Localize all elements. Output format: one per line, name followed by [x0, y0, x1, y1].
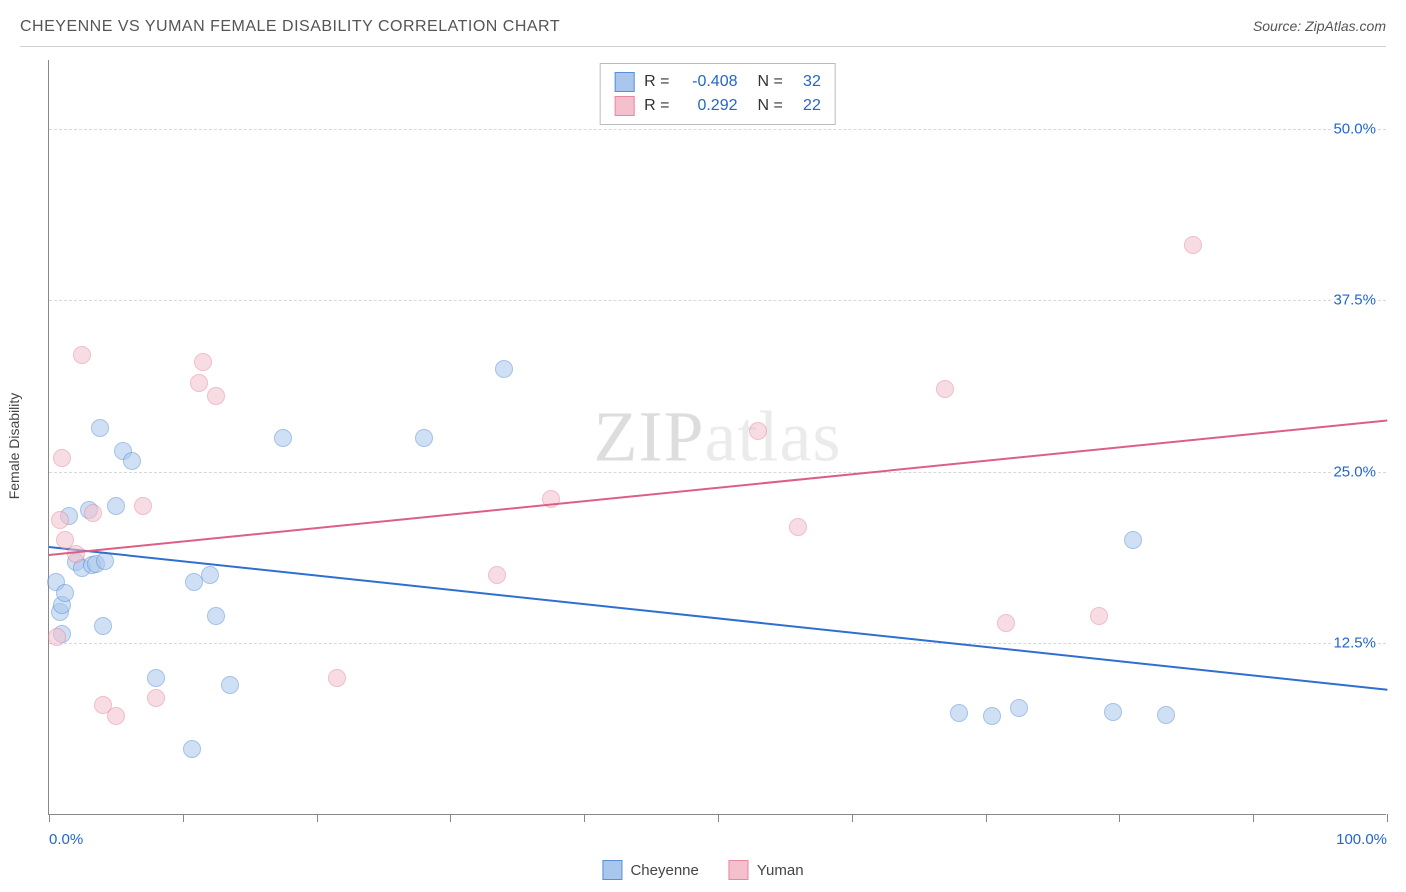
n-label: N = — [758, 94, 783, 118]
scatter-point-cheyenne — [415, 429, 433, 447]
scatter-point-cheyenne — [123, 452, 141, 470]
scatter-point-yuman — [51, 511, 69, 529]
scatter-point-cheyenne — [1104, 703, 1122, 721]
scatter-point-cheyenne — [274, 429, 292, 447]
scatter-point-cheyenne — [495, 360, 513, 378]
legend-bottom: Cheyenne Yuman — [602, 860, 803, 880]
stat-row-yuman: R = 0.292 N = 22 — [614, 94, 821, 118]
legend-swatch — [602, 860, 622, 880]
r-label: R = — [644, 70, 669, 94]
n-value: 22 — [793, 94, 821, 118]
r-value: -0.408 — [680, 70, 738, 94]
scatter-point-cheyenne — [56, 584, 74, 602]
r-value: 0.292 — [680, 94, 738, 118]
x-tick — [852, 814, 853, 822]
x-tick — [1253, 814, 1254, 822]
y-tick-label: 12.5% — [1331, 635, 1378, 652]
x-tick — [1119, 814, 1120, 822]
x-tick — [183, 814, 184, 822]
watermark-rest: atlas — [705, 397, 842, 477]
legend-item-cheyenne: Cheyenne — [602, 860, 698, 880]
legend-label: Yuman — [757, 862, 804, 879]
scatter-plot-area: ZIPatlas 12.5%25.0%37.5%50.0%0.0%100.0%R… — [48, 60, 1386, 815]
scatter-point-cheyenne — [1157, 706, 1175, 724]
chart-title: CHEYENNE VS YUMAN FEMALE DISABILITY CORR… — [20, 18, 560, 36]
scatter-point-yuman — [328, 669, 346, 687]
y-axis-label: Female Disability — [6, 393, 22, 500]
scatter-point-yuman — [997, 614, 1015, 632]
x-tick — [1387, 814, 1388, 822]
scatter-point-yuman — [73, 346, 91, 364]
y-tick-label: 37.5% — [1331, 292, 1378, 309]
scatter-point-yuman — [749, 422, 767, 440]
legend-label: Cheyenne — [630, 862, 698, 879]
scatter-point-cheyenne — [950, 704, 968, 722]
scatter-point-yuman — [789, 518, 807, 536]
scatter-point-yuman — [1090, 607, 1108, 625]
scatter-point-cheyenne — [183, 740, 201, 758]
scatter-point-cheyenne — [1124, 531, 1142, 549]
scatter-point-yuman — [84, 504, 102, 522]
x-tick — [718, 814, 719, 822]
source-prefix: Source: — [1253, 18, 1305, 34]
gridline — [49, 643, 1386, 644]
scatter-point-yuman — [194, 353, 212, 371]
scatter-point-cheyenne — [221, 676, 239, 694]
x-tick — [450, 814, 451, 822]
x-tick — [317, 814, 318, 822]
gridline — [49, 129, 1386, 130]
x-tick-label: 100.0% — [1336, 831, 1387, 848]
gridline — [49, 472, 1386, 473]
trend-line-cheyenne — [49, 546, 1387, 691]
scatter-point-yuman — [48, 628, 66, 646]
scatter-point-cheyenne — [147, 669, 165, 687]
correlation-stat-box: R = -0.408 N = 32 R = 0.292 N = 22 — [599, 63, 836, 125]
n-value: 32 — [793, 70, 821, 94]
scatter-point-cheyenne — [207, 607, 225, 625]
scatter-point-cheyenne — [1010, 699, 1028, 717]
scatter-point-yuman — [190, 374, 208, 392]
scatter-point-cheyenne — [983, 707, 1001, 725]
scatter-point-yuman — [488, 566, 506, 584]
watermark-bold: ZIP — [594, 397, 705, 477]
scatter-point-yuman — [67, 545, 85, 563]
trend-line-yuman — [49, 420, 1387, 557]
chart-header: CHEYENNE VS YUMAN FEMALE DISABILITY CORR… — [20, 18, 1386, 47]
x-tick — [986, 814, 987, 822]
scatter-point-yuman — [53, 449, 71, 467]
stat-row-cheyenne: R = -0.408 N = 32 — [614, 70, 821, 94]
n-label: N = — [758, 70, 783, 94]
x-tick-label: 0.0% — [49, 831, 83, 848]
gridline — [49, 300, 1386, 301]
x-tick — [584, 814, 585, 822]
chart-source: Source: ZipAtlas.com — [1253, 18, 1386, 34]
y-tick-label: 25.0% — [1331, 463, 1378, 480]
scatter-point-cheyenne — [94, 617, 112, 635]
scatter-point-cheyenne — [107, 497, 125, 515]
scatter-point-yuman — [936, 380, 954, 398]
scatter-point-yuman — [147, 689, 165, 707]
scatter-point-yuman — [1184, 236, 1202, 254]
legend-item-yuman: Yuman — [729, 860, 804, 880]
scatter-point-yuman — [134, 497, 152, 515]
scatter-point-cheyenne — [91, 419, 109, 437]
legend-swatch — [729, 860, 749, 880]
x-tick — [49, 814, 50, 822]
source-name: ZipAtlas.com — [1305, 18, 1386, 34]
scatter-point-cheyenne — [201, 566, 219, 584]
y-tick-label: 50.0% — [1331, 120, 1378, 137]
r-label: R = — [644, 94, 669, 118]
legend-swatch — [614, 96, 634, 116]
legend-swatch — [614, 72, 634, 92]
watermark: ZIPatlas — [594, 396, 842, 479]
scatter-point-yuman — [107, 707, 125, 725]
scatter-point-yuman — [207, 387, 225, 405]
